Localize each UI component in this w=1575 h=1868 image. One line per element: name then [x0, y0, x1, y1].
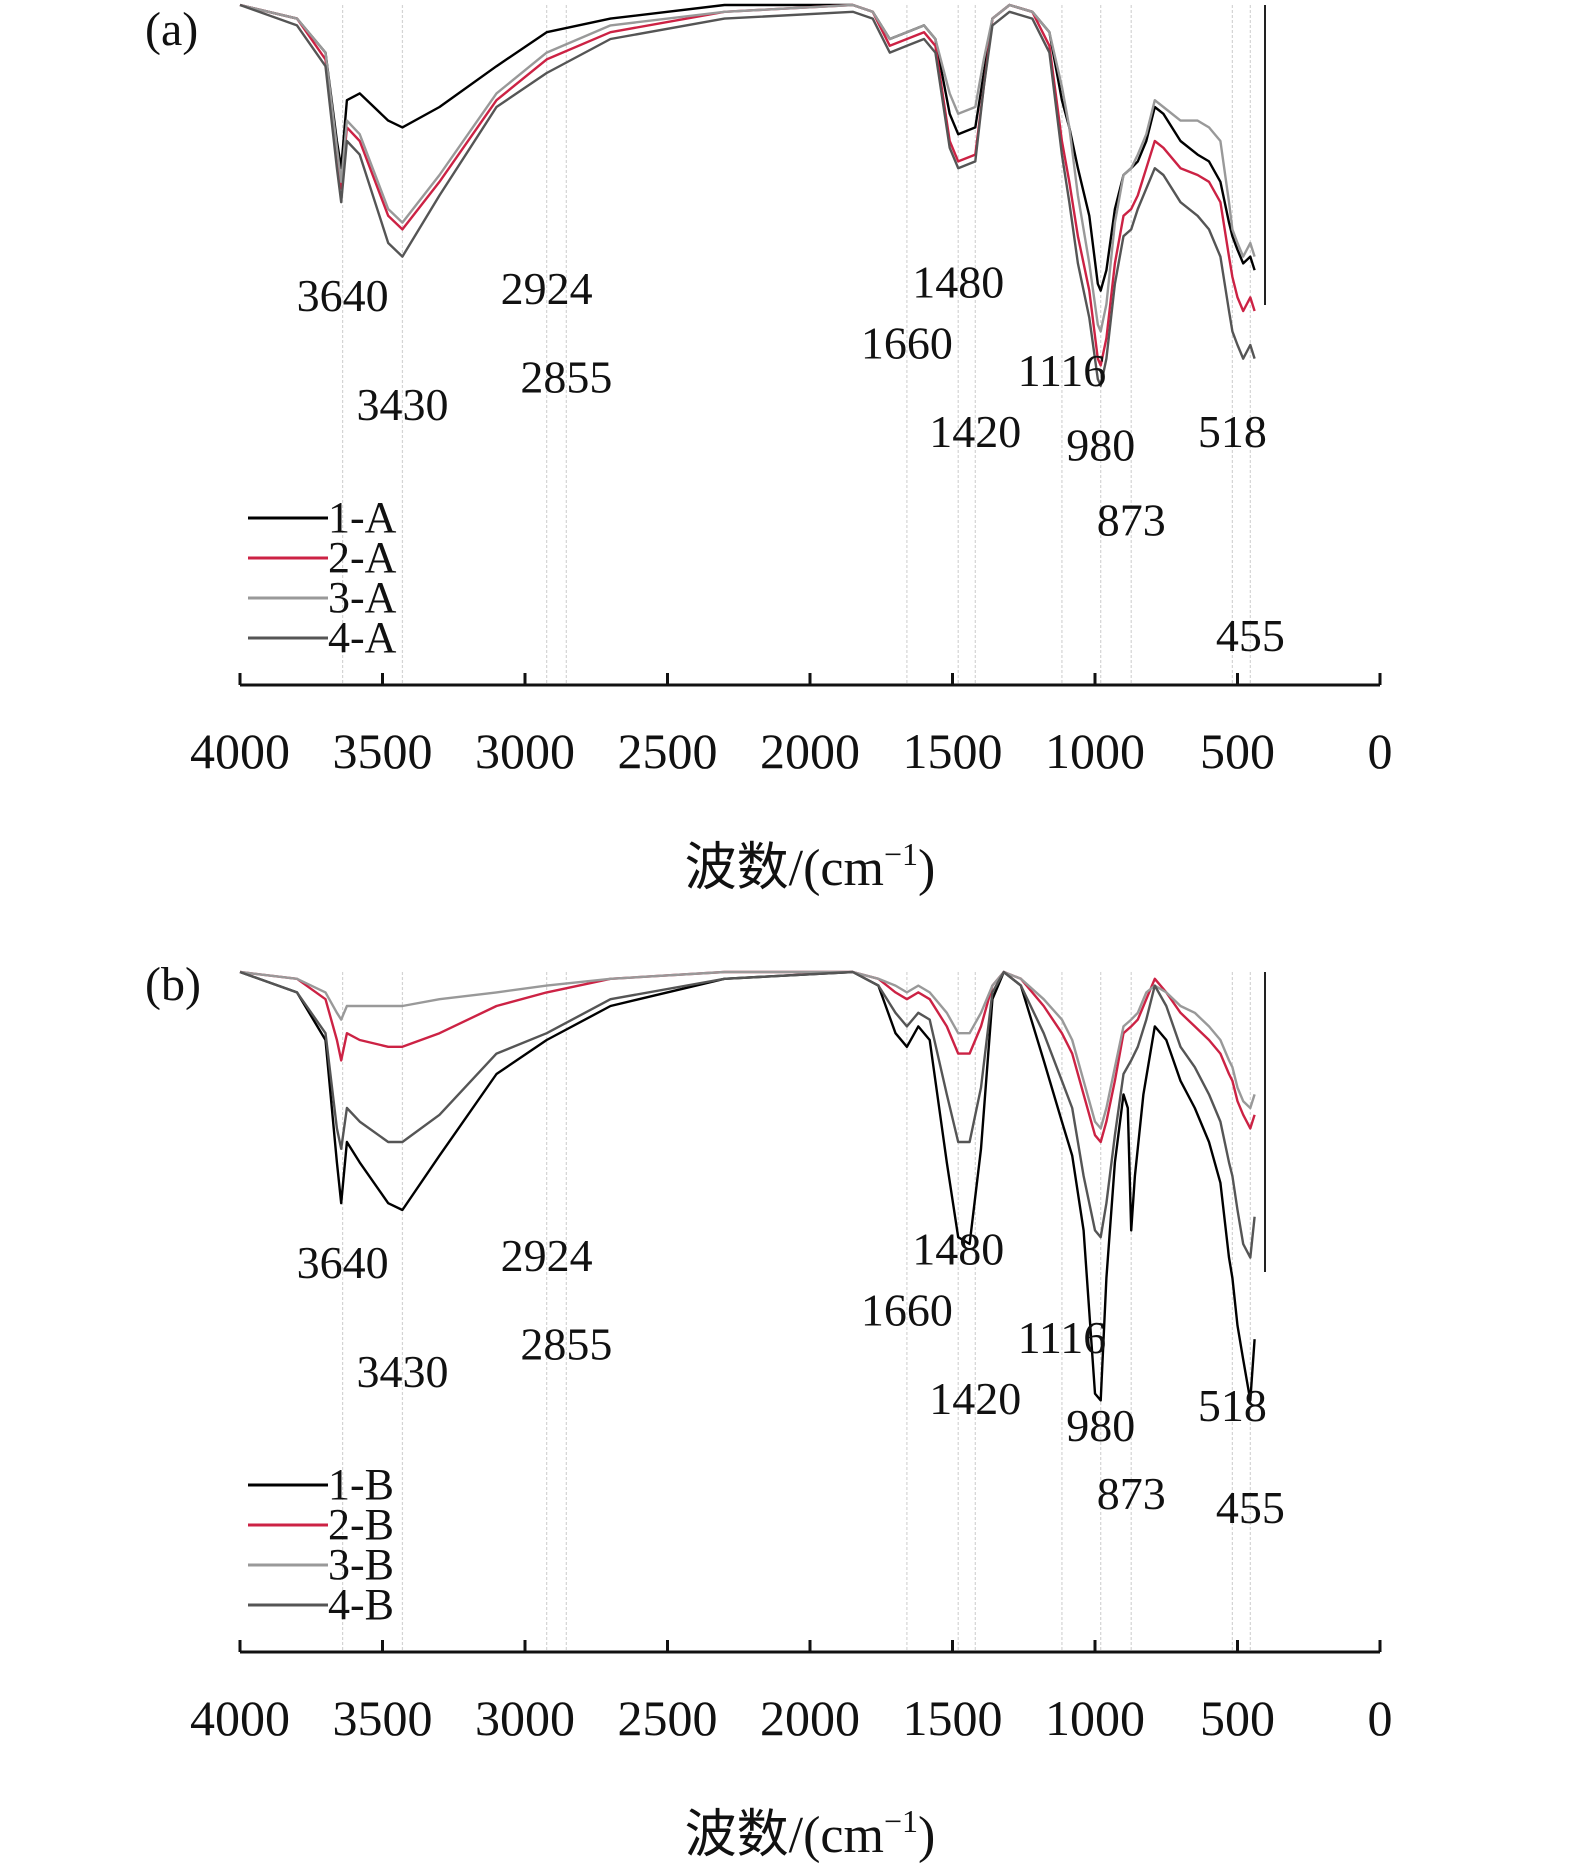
peak-label: 2855: [520, 352, 612, 403]
panel-a: 4000 3500 3000 2500 2000 1500 1000 500 0 3640 2924…: [145, 3, 1393, 897]
x-tick-label: 1500: [903, 723, 1003, 779]
x-axis-title-sup: −1: [884, 1803, 918, 1839]
peak-label: 1660: [861, 1285, 953, 1336]
x-axis-title-close: ): [918, 840, 935, 897]
x-tick-label: 1000: [1045, 723, 1145, 779]
series-line-4-A: [239, 3, 1256, 387]
panel-label: (a): [145, 3, 198, 56]
peak-label: 518: [1198, 406, 1267, 457]
x-axis-title-main: 波数/(cm: [685, 1807, 884, 1864]
legend-label: 2-B: [328, 1500, 394, 1549]
peak-label: 455: [1216, 610, 1285, 661]
x-tick-label: 3000: [475, 1690, 575, 1746]
x-tick-label: 1000: [1045, 1690, 1145, 1746]
legend-label: 2-A: [328, 533, 397, 582]
peak-label: 518: [1198, 1380, 1267, 1431]
peak-label: 1116: [1018, 1312, 1107, 1363]
peak-label: 980: [1066, 420, 1135, 471]
x-axis-title-sup: −1: [884, 836, 918, 872]
series-line-4-B: [239, 970, 1256, 1259]
x-axis-title-close: ): [918, 1807, 935, 1864]
peak-label: 873: [1097, 494, 1166, 545]
peak-label: 3640: [297, 1237, 389, 1288]
x-tick-label: 4000: [190, 1690, 290, 1746]
legend-label: 4-B: [328, 1580, 394, 1629]
peak-label: 1420: [929, 1373, 1021, 1424]
peak-label: 873: [1097, 1468, 1166, 1519]
x-tick-label: 4000: [190, 723, 290, 779]
peak-label: 2924: [501, 263, 593, 314]
x-tick-label: 500: [1200, 1690, 1275, 1746]
legend-label: 4-A: [328, 613, 397, 662]
x-tick-label: 2500: [618, 723, 718, 779]
x-tick-label: 3500: [333, 723, 433, 779]
peak-label: 1660: [861, 318, 953, 369]
peak-label: 3430: [356, 1346, 448, 1397]
x-tick-label: 3000: [475, 723, 575, 779]
x-tick-label: 500: [1200, 723, 1275, 779]
x-tick-label: 2500: [618, 1690, 718, 1746]
x-tick-label: 3500: [333, 1690, 433, 1746]
x-axis-title: 波数/(cm−1): [685, 1803, 936, 1864]
legend-label: 3-B: [328, 1540, 394, 1589]
peak-label: 1480: [912, 256, 1004, 307]
x-tick-label: 0: [1368, 723, 1393, 779]
x-tick-label: 2000: [760, 1690, 860, 1746]
peak-label: 455: [1216, 1482, 1285, 1533]
panel-label: (b): [145, 958, 201, 1011]
legend-label: 1-B: [328, 1460, 394, 1509]
x-axis-title-main: 波数/(cm: [685, 840, 884, 897]
panel-b: 4000 3500 3000 2500 2000 1500 1000 500 0 3640 2924…: [145, 958, 1393, 1864]
peak-label: 980: [1066, 1400, 1135, 1451]
series-line-3-A: [239, 3, 1256, 333]
peak-label: 2855: [520, 1319, 612, 1370]
legend-label: 1-A: [328, 493, 397, 542]
x-tick-label: 0: [1368, 1690, 1393, 1746]
peak-label: 3430: [356, 379, 448, 430]
x-axis-title: 波数/(cm−1): [685, 836, 936, 897]
x-tick-label: 2000: [760, 723, 860, 779]
legend-label: 3-A: [328, 573, 397, 622]
peak-label: 3640: [297, 270, 389, 321]
peak-label: 2924: [501, 1230, 593, 1281]
peak-label: 1116: [1018, 345, 1107, 396]
peak-label: 1480: [912, 1223, 1004, 1274]
x-tick-label: 1500: [903, 1690, 1003, 1746]
peak-label: 1420: [929, 406, 1021, 457]
